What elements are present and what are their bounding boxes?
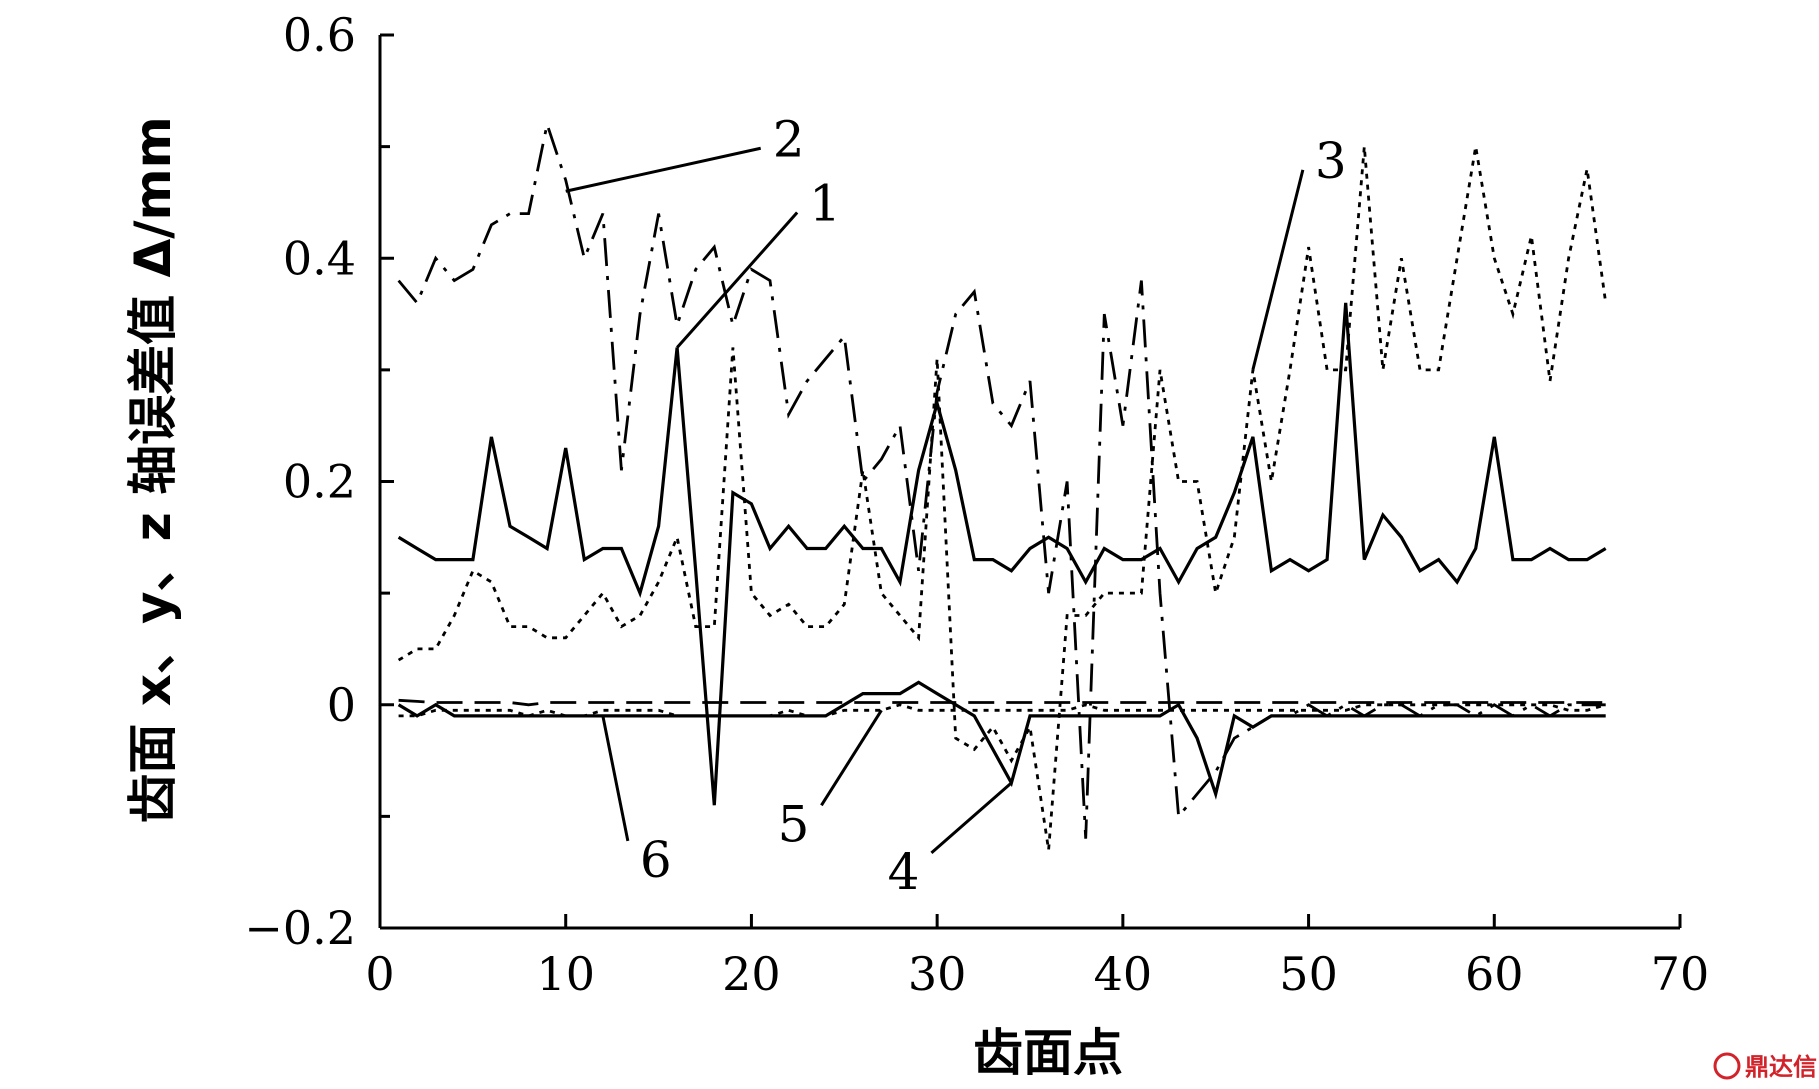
series-line-1	[397, 302, 1607, 806]
curve-label-1: 1	[809, 175, 841, 233]
curve-label-4: 4	[888, 843, 920, 901]
callout-leader-4	[930, 781, 1013, 855]
y-tick-label: 0	[327, 678, 356, 732]
series-line-3	[397, 146, 1608, 851]
callout-leader-1	[676, 211, 799, 349]
x-axis-title: 齿面点	[973, 1024, 1123, 1082]
x-tick-label: 70	[1651, 947, 1710, 1001]
watermark: 鼎达信	[1713, 1052, 1817, 1081]
x-tick-label: 20	[722, 947, 781, 1001]
callout-leader-5	[820, 709, 883, 807]
callout-leader-3	[1251, 169, 1305, 371]
curve-label-3: 3	[1315, 132, 1347, 190]
callout-leader-6	[601, 715, 630, 842]
x-tick-label: 40	[1094, 947, 1153, 1001]
curve-label-2: 2	[773, 110, 805, 168]
series-line-4	[397, 680, 1606, 800]
x-tick-label: 0	[365, 947, 394, 1001]
y-tick-label: 0.4	[283, 231, 356, 285]
x-tick-label: 60	[1465, 947, 1524, 1001]
series-line-2	[397, 118, 1606, 839]
watermark-logo-icon	[1713, 1052, 1741, 1080]
x-tick-label: 10	[536, 947, 595, 1001]
series-line-6	[398, 703, 1607, 718]
x-tick-label: 30	[908, 947, 967, 1001]
y-tick-label: −0.2	[244, 901, 356, 955]
curve-label-6: 6	[640, 831, 672, 889]
callout-leader-2	[565, 146, 762, 193]
series-layer	[397, 118, 1608, 851]
x-tick-label: 50	[1279, 947, 1338, 1001]
y-tick-label: 0.2	[283, 455, 356, 509]
curve-label-5: 5	[778, 795, 810, 853]
plot-area: −0.200.20.40.60 10 20 30 40 50 60 70	[244, 8, 1709, 1001]
series-line-5	[398, 698, 1606, 707]
watermark-text: 鼎达信	[1745, 1053, 1817, 1081]
annotation-layer: 12 3 4 5 6	[565, 110, 1347, 901]
y-axis-title: 齿面 x、y、z 轴误差值 Δ/mm	[124, 116, 182, 823]
y-tick-label: 0.6	[283, 8, 356, 62]
